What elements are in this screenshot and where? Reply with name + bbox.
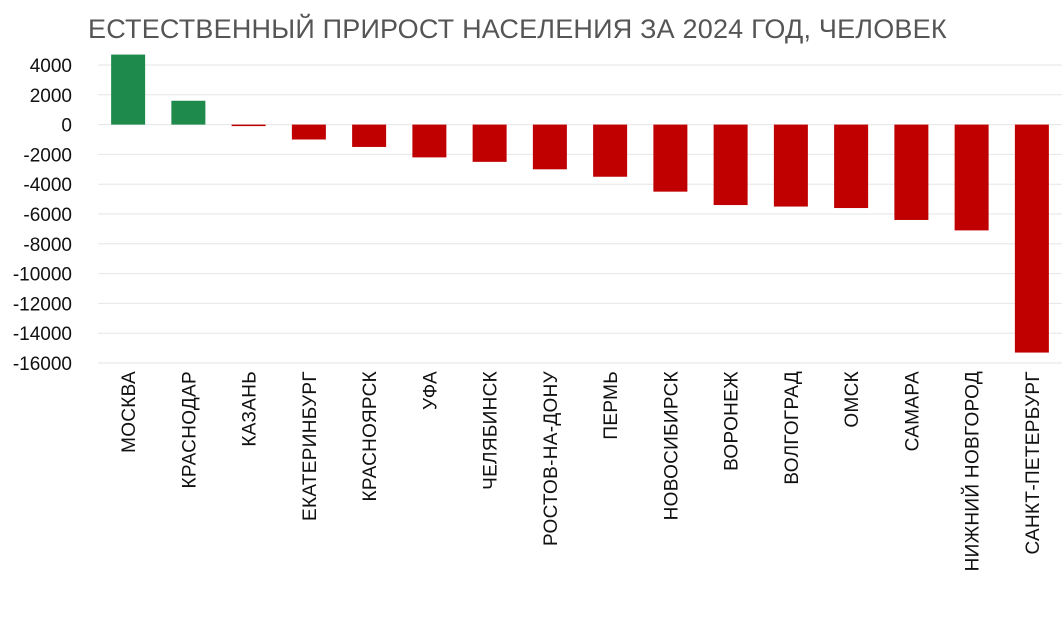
bar	[472, 124, 507, 162]
y-tick-label: -10000	[13, 265, 72, 286]
y-tick-label: 0	[61, 116, 72, 137]
category-label: КРАСНОДАР	[179, 371, 200, 488]
category-label: САНКТ-ПЕТЕРБУРГ	[1023, 371, 1044, 555]
category-label: ПЕРМЬ	[601, 371, 622, 440]
category-label: КАЗАНЬ	[240, 371, 261, 447]
bar	[1014, 124, 1049, 353]
bar	[834, 124, 869, 209]
bar	[412, 124, 447, 158]
bar	[352, 124, 387, 147]
bar	[653, 124, 688, 192]
bar	[954, 124, 989, 231]
bar	[111, 54, 146, 125]
chart-title: ЕСТЕСТВЕННЫЙ ПРИРОСТ НАСЕЛЕНИЯ ЗА 2024 Г…	[88, 14, 947, 44]
y-tick-label: -4000	[23, 175, 72, 196]
category-label: МОСКВА	[119, 371, 140, 453]
category-label: ВОРОНЕЖ	[722, 371, 743, 471]
y-tick-label: -12000	[13, 294, 72, 315]
bar	[171, 100, 206, 125]
bar	[773, 124, 808, 207]
y-tick-label: -8000	[23, 235, 72, 256]
category-label: РОСТОВ-НА-ДОНУ	[541, 370, 562, 546]
y-tick-label: -6000	[23, 205, 72, 226]
bar	[532, 124, 567, 170]
bar	[231, 124, 266, 127]
category-label: САМАРА	[902, 371, 923, 451]
category-label: ВОЛГОГРАД	[782, 371, 803, 485]
category-label: ОМСК	[842, 371, 863, 428]
bar	[291, 124, 326, 140]
category-label: ЕКАТЕРИНБУРГ	[300, 371, 321, 521]
bar	[713, 124, 748, 206]
bar	[894, 124, 929, 220]
category-label: УФА	[420, 371, 441, 410]
y-tick-label: 4000	[30, 56, 72, 77]
y-tick-label: -14000	[13, 324, 72, 345]
category-label: КРАСНОЯРСК	[360, 371, 381, 502]
bar	[593, 124, 628, 177]
category-label: НОВОСИБИРСК	[661, 371, 682, 520]
y-tick-label: -16000	[13, 354, 72, 375]
category-label: НИЖНИЙ НОВГОРОД	[962, 371, 984, 571]
y-tick-label: -2000	[23, 145, 72, 166]
y-tick-label: 2000	[30, 86, 72, 107]
category-label: ЧЕЛЯБИНСК	[481, 371, 502, 490]
